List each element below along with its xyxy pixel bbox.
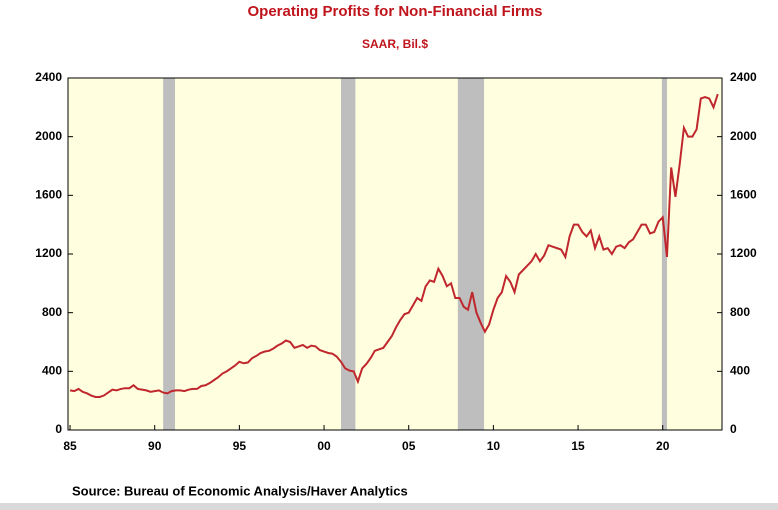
y-tick-label: 2000 — [35, 129, 62, 143]
x-tick-label: 95 — [233, 439, 247, 453]
recession-band — [163, 78, 176, 430]
y2-tick-label: 0 — [730, 422, 737, 436]
chart-title: Operating Profits for Non-Financial Firm… — [247, 3, 542, 20]
x-tick-label: 20 — [656, 439, 670, 453]
x-tick-label: 15 — [571, 439, 585, 453]
x-tick-label: 10 — [487, 439, 501, 453]
chart-subtitle: SAAR, Bil.$ — [362, 37, 428, 51]
y2-tick-label: 2400 — [730, 70, 757, 84]
x-tick-label: 85 — [63, 439, 77, 453]
y2-tick-label: 800 — [730, 305, 750, 319]
y2-tick-label: 1200 — [730, 246, 757, 260]
y-tick-label: 1200 — [35, 246, 62, 260]
plot-frame — [67, 77, 723, 431]
x-tick-label: 00 — [317, 439, 331, 453]
y-tick-label: 800 — [42, 305, 62, 319]
x-tick-label: 90 — [148, 439, 162, 453]
recession-band — [457, 78, 485, 430]
x-tick-label: 05 — [402, 439, 416, 453]
y2-tick-label: 2000 — [730, 129, 757, 143]
data-line — [69, 93, 719, 398]
y-tick-label: 0 — [55, 422, 62, 436]
y2-tick-label: 400 — [730, 364, 750, 378]
y-tick-label: 2400 — [35, 70, 62, 84]
recession-band — [661, 78, 667, 430]
y-tick-label: 400 — [42, 364, 62, 378]
y-tick-label: 1600 — [35, 188, 62, 202]
bottom-bar — [0, 503, 778, 510]
y2-tick-label: 1600 — [730, 188, 757, 202]
source-note: Source: Bureau of Economic Analysis/Have… — [72, 483, 408, 498]
recession-band — [340, 78, 356, 430]
